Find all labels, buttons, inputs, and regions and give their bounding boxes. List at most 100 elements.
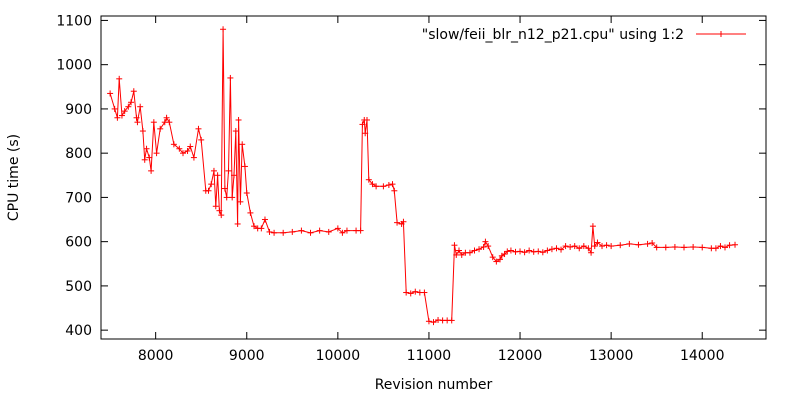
data-point-marker — [373, 183, 380, 190]
series-line — [109, 29, 736, 323]
data-point-marker — [485, 243, 492, 250]
data-point-marker — [699, 244, 706, 251]
data-point-marker — [456, 247, 463, 254]
data-point-marker — [535, 248, 542, 255]
data-point-marker — [325, 228, 332, 235]
data-point-marker — [591, 243, 598, 250]
data-point-marker — [389, 181, 396, 188]
data-point-marker — [163, 114, 170, 121]
data-point-marker — [241, 163, 248, 170]
data-point-marker — [128, 99, 135, 106]
data-point-marker — [141, 156, 148, 163]
data-point-marker — [548, 246, 555, 253]
data-point-marker — [362, 130, 369, 137]
data-point-marker — [339, 229, 346, 236]
data-point-marker — [187, 143, 194, 150]
data-point-marker — [125, 103, 132, 110]
data-point-marker — [453, 251, 460, 258]
data-point-marker — [482, 238, 489, 245]
data-point-marker — [517, 248, 524, 255]
data-point-marker — [589, 223, 596, 230]
legend-label: "slow/feii_blr_n12_p21.cpu" using 1:2 — [422, 27, 684, 43]
data-point-marker — [170, 141, 177, 148]
data-point-marker — [235, 116, 242, 123]
data-point-marker — [334, 225, 341, 232]
data-point-marker — [451, 242, 458, 249]
data-point-marker — [234, 220, 241, 227]
data-point-marker — [357, 227, 364, 234]
data-point-marker — [385, 182, 392, 189]
data-point-marker — [580, 243, 587, 250]
data-point-marker — [571, 243, 578, 250]
data-point-marker — [553, 245, 560, 252]
data-point-marker — [403, 289, 410, 296]
data-point-marker — [153, 150, 160, 157]
data-point-marker — [134, 119, 141, 126]
x-tick-label: 9000 — [229, 348, 265, 364]
data-point-marker — [130, 88, 137, 95]
data-point-marker — [394, 219, 401, 226]
data-point-marker — [653, 244, 660, 251]
data-point-marker — [307, 229, 314, 236]
data-point-marker — [111, 105, 118, 112]
data-point-marker — [184, 147, 191, 154]
y-tick-label: 1000 — [56, 58, 92, 74]
data-point-marker — [210, 167, 217, 174]
data-point-marker — [176, 145, 183, 152]
x-tick-label: 12000 — [498, 348, 543, 364]
data-point-marker — [576, 245, 583, 252]
data-point-marker — [626, 240, 633, 247]
y-tick-label: 900 — [65, 102, 92, 118]
data-point-marker — [635, 241, 642, 248]
data-point-marker — [298, 227, 305, 234]
data-point-marker — [558, 246, 565, 253]
y-tick-label: 1100 — [56, 13, 92, 29]
data-point-marker — [223, 194, 230, 201]
data-point-marker — [220, 26, 227, 33]
data-point-marker — [231, 172, 237, 179]
data-point-marker — [458, 251, 465, 258]
data-point-marker — [471, 247, 478, 254]
data-point-marker — [501, 251, 508, 258]
data-point-marker — [466, 249, 473, 256]
data-point-marker — [448, 317, 455, 324]
data-point-marker — [364, 116, 370, 123]
data-point-marker — [227, 74, 234, 81]
data-point-marker — [266, 228, 273, 235]
data-point-marker — [118, 112, 125, 119]
data-point-marker — [521, 249, 528, 256]
data-point-marker — [143, 145, 150, 152]
y-tick-label: 400 — [65, 323, 92, 339]
data-point-marker — [662, 244, 669, 251]
data-point-marker — [430, 319, 437, 326]
data-point-marker — [649, 239, 656, 246]
data-point-marker — [157, 125, 164, 132]
x-tick-label: 8000 — [138, 348, 174, 364]
data-point-marker — [681, 244, 688, 251]
data-point-marker — [407, 290, 414, 297]
data-point-marker — [121, 108, 128, 115]
x-tick-label: 14000 — [680, 348, 725, 364]
x-axis-title: Revision number — [375, 377, 493, 393]
data-point-marker — [237, 198, 244, 205]
data-point-marker — [400, 218, 407, 225]
data-point-marker — [588, 249, 595, 256]
data-point-marker — [261, 216, 268, 223]
data-point-marker — [489, 254, 496, 261]
data-point-marker — [195, 125, 202, 132]
y-axis-title: CPU time (s) — [6, 134, 22, 221]
data-point-marker — [343, 227, 350, 234]
data-point-marker — [243, 189, 250, 196]
data-point-marker — [497, 256, 503, 263]
data-point-marker — [316, 227, 323, 234]
data-point-marker — [594, 239, 601, 246]
data-point-marker — [585, 245, 592, 252]
data-point-marker — [221, 185, 228, 192]
data-point-marker — [359, 121, 366, 128]
data-point-marker — [544, 247, 551, 254]
data-point-marker — [150, 119, 157, 126]
data-point-marker — [190, 154, 197, 161]
data-point-marker — [712, 245, 719, 252]
